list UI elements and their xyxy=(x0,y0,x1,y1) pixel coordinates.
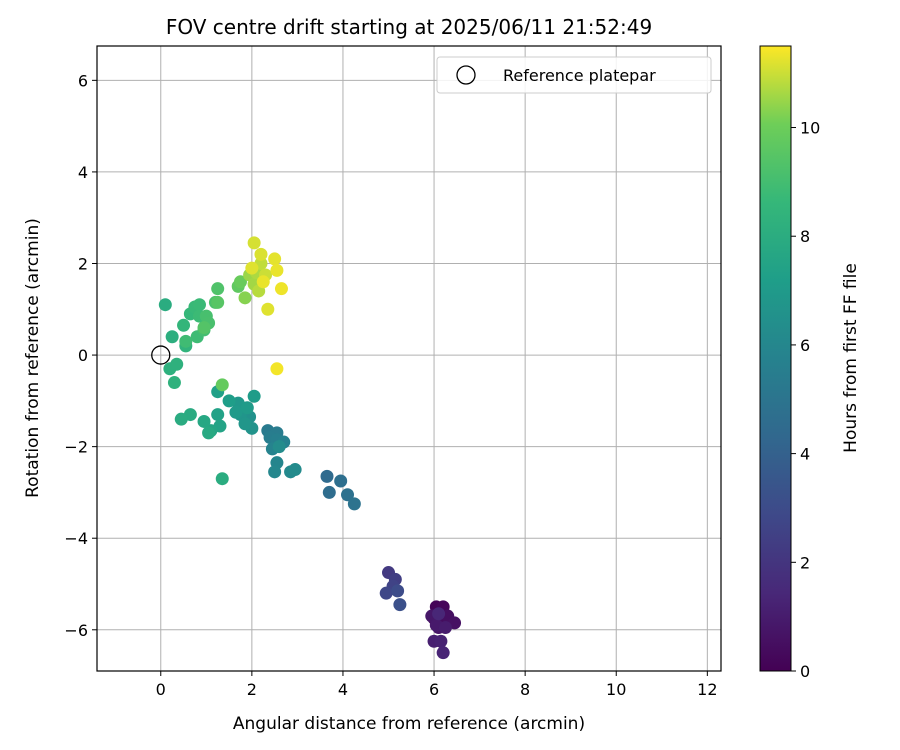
data-point xyxy=(215,472,229,486)
data-point xyxy=(268,465,282,479)
data-point xyxy=(229,405,243,419)
data-point xyxy=(238,417,252,431)
chart-title: FOV centre drift starting at 2025/06/11 … xyxy=(166,15,652,39)
data-point xyxy=(393,598,407,612)
reference-point xyxy=(151,345,171,365)
y-axis-label: Rotation from reference (arcmin) xyxy=(23,218,43,498)
data-point xyxy=(240,401,254,415)
data-point xyxy=(158,298,172,312)
data-point xyxy=(211,295,225,309)
colorbar-tick-label: 4 xyxy=(800,445,810,464)
colorbar-tick-label: 0 xyxy=(800,662,810,681)
data-point xyxy=(438,621,452,635)
data-point xyxy=(436,646,450,660)
x-tick-label: 4 xyxy=(338,680,348,699)
data-point xyxy=(320,469,334,483)
data-point xyxy=(233,275,247,289)
colorbar-tick-label: 6 xyxy=(800,336,810,355)
legend-box xyxy=(436,56,712,94)
colorbar-gradient xyxy=(759,45,792,672)
data-point xyxy=(341,488,355,502)
colorbar: 0 2 4 6 8 10 Hours from first FF file xyxy=(759,45,861,681)
x-axis-ticks: 0 2 4 6 8 10 12 xyxy=(156,671,718,699)
data-point xyxy=(322,485,336,499)
data-point xyxy=(247,389,261,403)
data-point xyxy=(379,586,393,600)
x-tick-label: 2 xyxy=(247,680,257,699)
y-tick-label: 2 xyxy=(78,254,88,273)
data-point xyxy=(177,318,191,332)
x-axis-label: Angular distance from reference (arcmin) xyxy=(233,714,585,734)
colorbar-label: Hours from first FF file xyxy=(841,263,861,453)
data-point xyxy=(211,282,225,296)
y-tick-label: 6 xyxy=(78,71,88,90)
data-point xyxy=(270,362,284,376)
legend: Reference platepar xyxy=(436,56,712,94)
data-point xyxy=(179,334,193,348)
plot-frame xyxy=(96,45,722,672)
data-point xyxy=(174,412,188,426)
data-point xyxy=(391,584,405,598)
data-point xyxy=(222,394,236,408)
data-point xyxy=(167,376,181,390)
data-point xyxy=(197,321,211,335)
data-point xyxy=(268,252,282,266)
data-point xyxy=(197,414,211,428)
x-tick-label: 10 xyxy=(606,680,626,699)
colorbar-tick-label: 10 xyxy=(800,119,820,138)
data-point xyxy=(254,247,268,261)
y-tick-label: 4 xyxy=(78,163,88,182)
colorbar-ticks: 0 2 4 6 8 10 xyxy=(791,119,820,681)
data-point xyxy=(192,298,206,312)
data-point xyxy=(270,263,284,277)
colorbar-tick-label: 2 xyxy=(800,553,810,572)
y-tick-label: −4 xyxy=(64,529,88,548)
data-point xyxy=(202,426,216,440)
data-point xyxy=(334,474,348,488)
x-tick-label: 0 xyxy=(156,680,166,699)
data-point xyxy=(261,302,275,316)
grid xyxy=(97,46,721,671)
data-point xyxy=(247,236,261,250)
y-tick-label: −2 xyxy=(64,438,88,457)
data-point xyxy=(211,408,225,422)
reference-platepar-marker xyxy=(151,345,171,365)
data-point xyxy=(347,497,361,511)
data-point xyxy=(432,607,446,621)
y-axis-ticks: −6 −4 −2 0 2 4 6 xyxy=(64,71,97,640)
x-tick-label: 12 xyxy=(697,680,717,699)
colorbar-tick-label: 8 xyxy=(800,227,810,246)
legend-marker-icon xyxy=(456,65,476,85)
data-point xyxy=(215,378,229,392)
data-point xyxy=(274,282,288,296)
legend-label: Reference platepar xyxy=(503,66,656,85)
data-point xyxy=(434,634,448,648)
x-tick-label: 6 xyxy=(429,680,439,699)
y-tick-label: −6 xyxy=(64,621,88,640)
data-point xyxy=(165,330,179,344)
x-tick-label: 8 xyxy=(520,680,530,699)
data-point xyxy=(288,463,302,477)
data-point xyxy=(245,261,259,275)
data-points xyxy=(158,236,462,660)
data-point xyxy=(170,357,184,371)
data-point xyxy=(256,275,270,289)
data-point xyxy=(272,440,286,454)
y-tick-label: 0 xyxy=(78,346,88,365)
data-point xyxy=(238,291,252,305)
